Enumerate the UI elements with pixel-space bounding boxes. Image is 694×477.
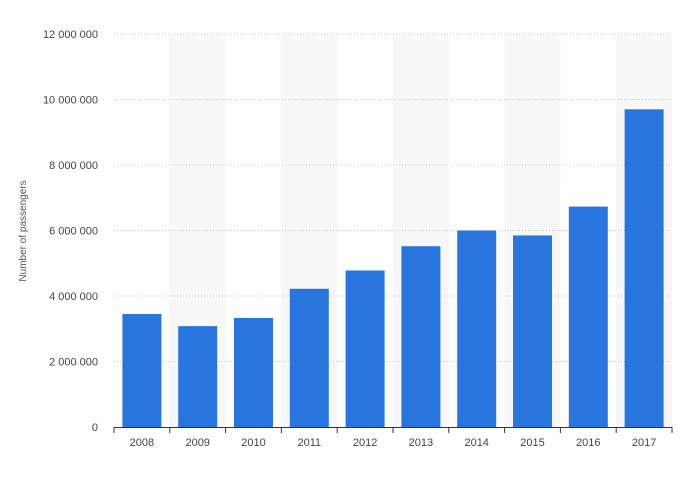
x-tick-label: 2010 [241, 437, 265, 449]
y-tick-label: 10 000 000 [43, 95, 98, 107]
x-tick-label: 2008 [130, 437, 154, 449]
x-tick-label: 2015 [520, 437, 544, 449]
y-tick-label: 12 000 000 [43, 29, 98, 41]
bars [122, 109, 664, 428]
bar-2015[interactable] [513, 235, 552, 427]
x-tick-label: 2014 [464, 437, 488, 449]
bar-2012[interactable] [345, 270, 385, 427]
x-tick-label: 2009 [185, 437, 209, 449]
bar-2008[interactable] [122, 314, 162, 427]
bar-2016[interactable] [568, 206, 608, 427]
bar-2011[interactable] [289, 288, 329, 427]
y-axis: 0 2 000 000 4 000 000 6 000 000 8 000 000 10 … [43, 29, 98, 434]
bar-2014[interactable] [457, 230, 497, 428]
y-tick-label: 8 000 000 [49, 160, 98, 172]
bar-2013[interactable] [401, 246, 441, 427]
bar-2017[interactable] [624, 109, 664, 427]
x-tick-label: 2017 [632, 437, 656, 449]
x-tick-label: 2011 [297, 437, 321, 449]
bar-2010[interactable] [234, 317, 273, 427]
x-tick-label: 2013 [409, 437, 433, 449]
y-tick-label: 6 000 000 [49, 226, 98, 238]
y-tick-label: 4 000 000 [49, 291, 98, 303]
y-tick-label: 0 [92, 422, 98, 434]
x-tick-label: 2016 [576, 437, 600, 449]
bar-2009[interactable] [178, 326, 218, 427]
y-tick-label: 2 000 000 [49, 357, 98, 369]
y-axis-title: Number of passengers [18, 180, 29, 281]
gridlines [114, 33, 672, 362]
x-axis: 2008 2009 2010 2011 2012 2013 2014 2015 2016 2017 [113, 427, 673, 449]
x-tick-label: 2012 [353, 437, 377, 449]
